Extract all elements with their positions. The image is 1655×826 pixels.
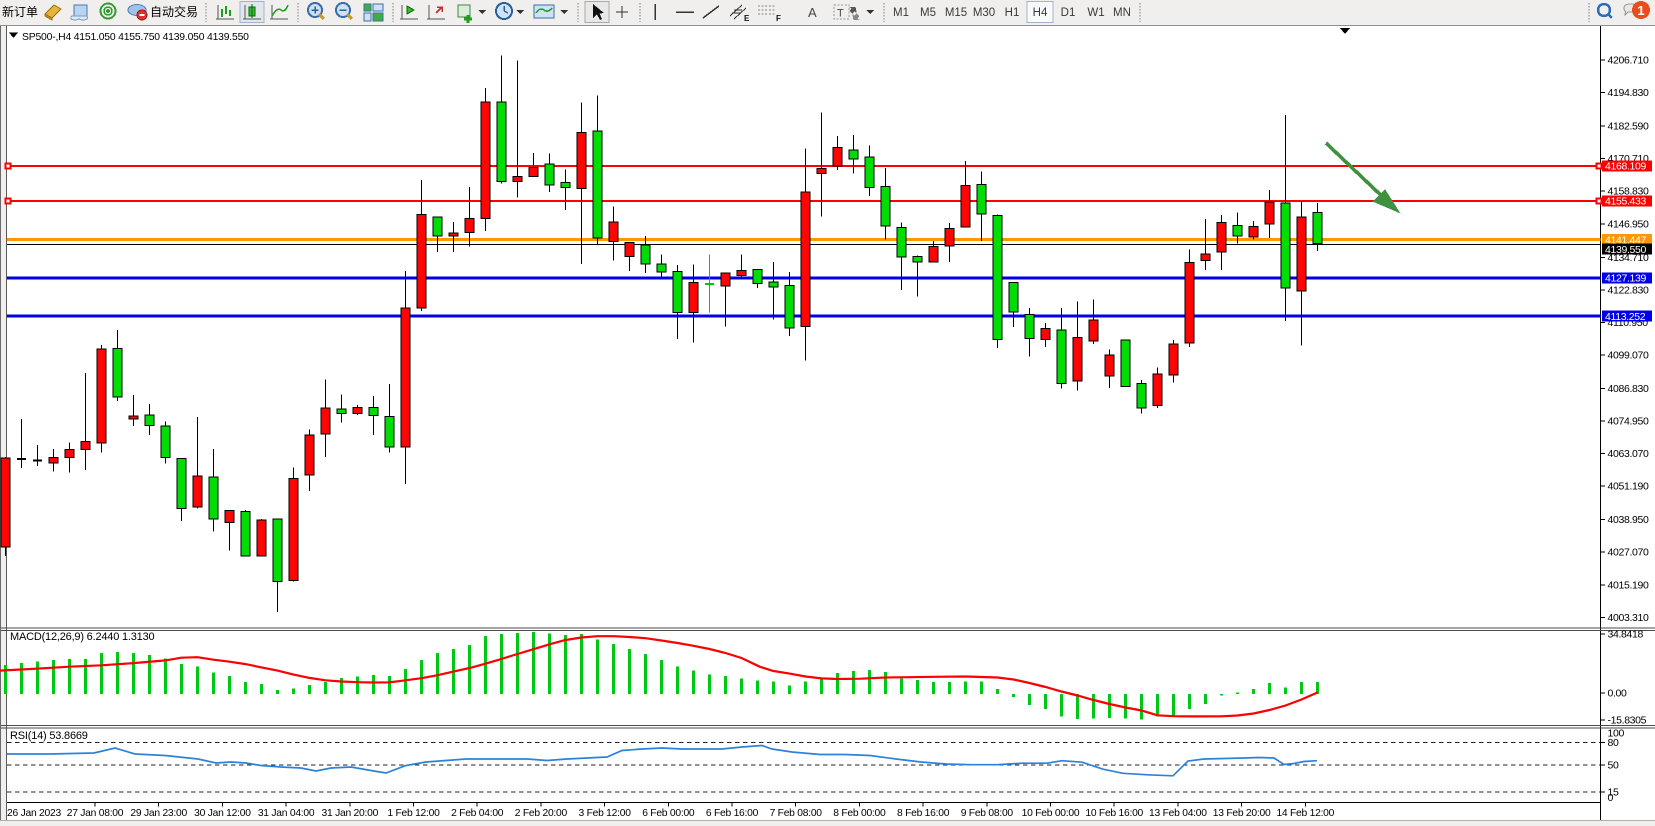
svg-text:6 Feb 16:00: 6 Feb 16:00	[706, 808, 759, 819]
svg-text:H4: H4	[1033, 7, 1048, 19]
svg-text:D1: D1	[1061, 7, 1076, 19]
svg-text:W1: W1	[1087, 7, 1104, 19]
svg-text:4168.109: 4168.109	[1605, 161, 1647, 173]
svg-text:新订单: 新订单	[2, 4, 38, 19]
svg-text:50: 50	[1608, 760, 1619, 772]
svg-text:2 Feb 04:00: 2 Feb 04:00	[451, 808, 504, 819]
svg-text:4206.710: 4206.710	[1608, 55, 1650, 67]
svg-text:0: 0	[1608, 792, 1614, 804]
svg-text:自动交易: 自动交易	[150, 4, 198, 19]
svg-text:MN: MN	[1113, 7, 1131, 19]
svg-text:4134.710: 4134.710	[1608, 252, 1650, 264]
svg-text:7 Feb 08:00: 7 Feb 08:00	[770, 808, 823, 819]
svg-text:4146.950: 4146.950	[1608, 218, 1650, 230]
svg-text:31 Jan 20:00: 31 Jan 20:00	[322, 808, 379, 819]
svg-text:34.8418: 34.8418	[1608, 629, 1644, 641]
svg-text:10 Feb 00:00: 10 Feb 00:00	[1022, 808, 1080, 819]
svg-text:0.00: 0.00	[1608, 688, 1628, 700]
svg-text:1: 1	[1637, 3, 1644, 18]
svg-text:4127.139: 4127.139	[1605, 273, 1647, 285]
svg-text:4003.310: 4003.310	[1608, 612, 1650, 624]
svg-text:4113.252: 4113.252	[1605, 311, 1646, 323]
svg-text:15: 15	[1608, 786, 1619, 798]
svg-text:SP500-,H4 4151.050 4155.750 4: SP500-,H4 4151.050 4155.750 4139.050 413…	[22, 32, 249, 43]
svg-text:4122.830: 4122.830	[1608, 284, 1650, 296]
svg-text:MACD(12,26,9) 6.2440 1.3130: MACD(12,26,9) 6.2440 1.3130	[10, 631, 154, 643]
svg-text:-15.8305: -15.8305	[1608, 714, 1647, 726]
svg-text:4015.190: 4015.190	[1608, 579, 1650, 591]
svg-text:A: A	[808, 5, 817, 20]
svg-text:4155.433: 4155.433	[1605, 196, 1647, 208]
svg-text:4182.590: 4182.590	[1608, 121, 1650, 133]
svg-text:4038.950: 4038.950	[1608, 514, 1650, 526]
svg-text:8 Feb 16:00: 8 Feb 16:00	[897, 808, 950, 819]
svg-text:30 Jan 12:00: 30 Jan 12:00	[194, 808, 251, 819]
svg-text:4099.070: 4099.070	[1608, 349, 1650, 361]
svg-text:4141.447: 4141.447	[1605, 234, 1647, 246]
svg-text:3 Feb 12:00: 3 Feb 12:00	[578, 808, 631, 819]
svg-text:4051.190: 4051.190	[1608, 481, 1650, 493]
svg-text:100: 100	[1608, 728, 1625, 740]
svg-text:4139.550: 4139.550	[1605, 244, 1647, 256]
svg-text:2 Feb 20:00: 2 Feb 20:00	[515, 808, 568, 819]
svg-text:4074.950: 4074.950	[1608, 416, 1650, 428]
svg-text:13 Feb 04:00: 13 Feb 04:00	[1149, 808, 1207, 819]
svg-text:9 Feb 08:00: 9 Feb 08:00	[961, 808, 1014, 819]
svg-text:4194.830: 4194.830	[1608, 87, 1650, 99]
svg-text:4027.070: 4027.070	[1608, 547, 1650, 559]
svg-text:14 Feb 12:00: 14 Feb 12:00	[1276, 808, 1334, 819]
svg-text:M1: M1	[893, 7, 909, 19]
svg-text:27 Jan 08:00: 27 Jan 08:00	[67, 808, 124, 819]
svg-text:1 Feb 12:00: 1 Feb 12:00	[387, 808, 440, 819]
svg-text:4063.070: 4063.070	[1608, 448, 1650, 460]
svg-text:H1: H1	[1005, 7, 1020, 19]
svg-text:E: E	[744, 14, 750, 23]
svg-text:T: T	[837, 8, 844, 20]
svg-text:M15: M15	[945, 7, 967, 19]
svg-text:26 Jan 2023: 26 Jan 2023	[7, 808, 61, 819]
svg-text:8 Feb 00:00: 8 Feb 00:00	[833, 808, 886, 819]
svg-text:4086.830: 4086.830	[1608, 383, 1650, 395]
svg-text:10 Feb 16:00: 10 Feb 16:00	[1085, 808, 1143, 819]
svg-text:6 Feb 00:00: 6 Feb 00:00	[642, 808, 695, 819]
svg-text:4158.830: 4158.830	[1608, 186, 1650, 198]
svg-text:29 Jan 23:00: 29 Jan 23:00	[130, 808, 187, 819]
svg-text:RSI(14) 53.8669: RSI(14) 53.8669	[10, 730, 88, 742]
svg-text:F: F	[776, 14, 781, 23]
svg-text:80: 80	[1608, 737, 1619, 749]
svg-text:M30: M30	[973, 7, 995, 19]
svg-text:M5: M5	[920, 7, 936, 19]
svg-text:31 Jan 04:00: 31 Jan 04:00	[258, 808, 315, 819]
svg-text:13 Feb 20:00: 13 Feb 20:00	[1213, 808, 1271, 819]
